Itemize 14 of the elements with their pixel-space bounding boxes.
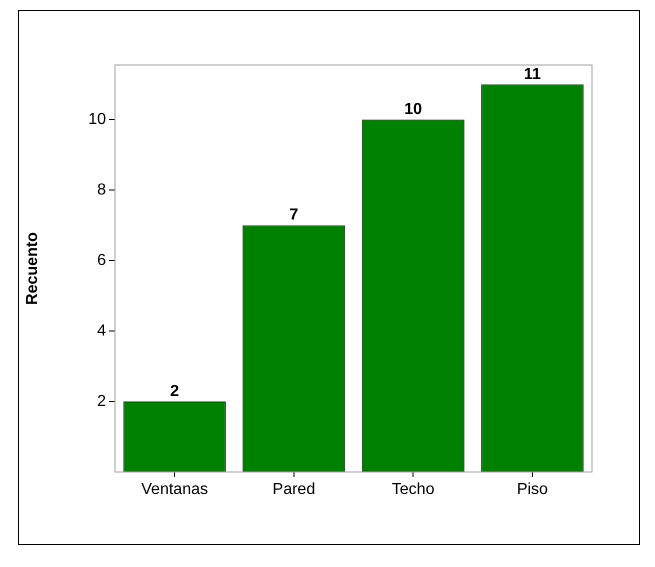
y-tick-label: 6 <box>97 252 106 269</box>
x-tick-label: Ventanas <box>141 481 208 498</box>
y-tick-label: 4 <box>97 322 106 340</box>
y-tick-label: 2 <box>97 392 106 410</box>
data-label: 10 <box>404 101 422 118</box>
x-tick-label: Techo <box>392 481 435 498</box>
y-tick-label: 10 <box>88 111 106 128</box>
data-label: 7 <box>289 206 298 224</box>
x-tick-label: Pared <box>272 481 316 498</box>
data-label: 11 <box>524 66 541 83</box>
y-axis-title: Recuento <box>24 232 42 305</box>
y-tick-label: 8 <box>97 182 106 198</box>
x-tick-label: Piso <box>516 481 548 498</box>
data-label: 2 <box>170 382 180 400</box>
